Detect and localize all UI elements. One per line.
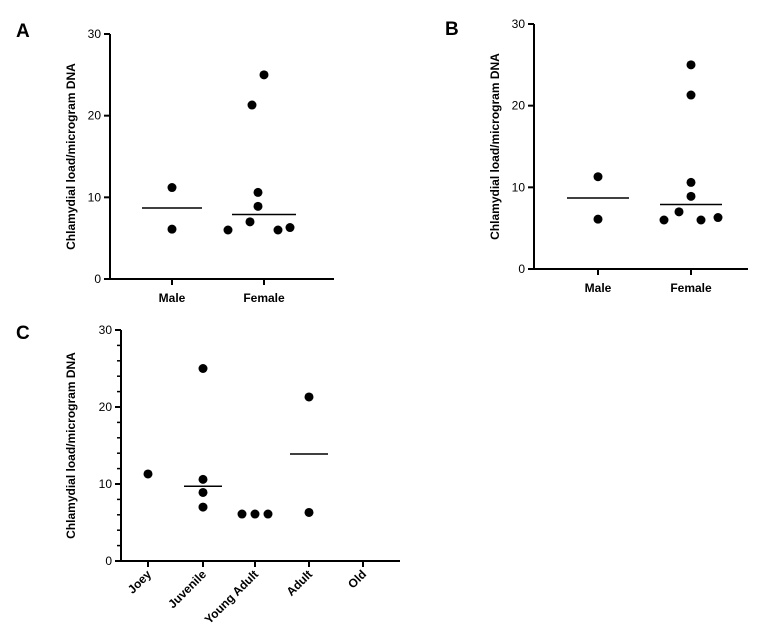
panel-letter-a: A bbox=[16, 21, 30, 42]
data-point bbox=[167, 183, 177, 193]
data-point bbox=[143, 469, 153, 479]
x-category-label: Young Adult bbox=[202, 567, 261, 626]
data-point bbox=[250, 509, 260, 519]
y-tick-label: 0 bbox=[105, 554, 112, 568]
x-category-label: Male bbox=[585, 281, 612, 295]
y-tick-label: 0 bbox=[518, 262, 525, 276]
x-category-label: Old bbox=[345, 567, 369, 591]
data-point bbox=[263, 509, 273, 519]
data-point bbox=[245, 217, 255, 227]
data-point bbox=[198, 364, 208, 373]
data-point bbox=[304, 392, 314, 402]
data-point bbox=[247, 100, 257, 110]
data-point bbox=[686, 60, 696, 70]
panel-letter-b: B bbox=[445, 19, 459, 40]
data-point bbox=[285, 223, 295, 233]
y-axis-title: Chlamydial load/microgram DNA bbox=[64, 63, 78, 250]
y-tick-label: 30 bbox=[512, 17, 526, 31]
data-point bbox=[593, 172, 603, 182]
data-point bbox=[237, 509, 247, 519]
data-point bbox=[686, 191, 696, 201]
data-point bbox=[674, 207, 684, 217]
x-category-label: Adult bbox=[284, 567, 316, 599]
y-tick-label: 0 bbox=[94, 272, 101, 286]
data-point bbox=[659, 215, 669, 225]
data-point bbox=[686, 177, 696, 187]
data-point bbox=[253, 201, 263, 211]
data-point bbox=[167, 224, 177, 234]
y-tick-label: 10 bbox=[88, 190, 102, 204]
data-point bbox=[223, 225, 233, 235]
y-axis-title: Chlamydial load/microgram DNA bbox=[64, 352, 78, 539]
data-point bbox=[198, 502, 208, 512]
data-point bbox=[696, 215, 706, 225]
y-tick-label: 30 bbox=[99, 323, 113, 337]
x-category-label: Female bbox=[670, 281, 712, 295]
data-point bbox=[259, 70, 269, 80]
y-tick-label: 30 bbox=[88, 27, 102, 41]
x-category-label: Female bbox=[243, 291, 285, 305]
data-point bbox=[198, 474, 208, 484]
y-tick-label: 10 bbox=[99, 477, 113, 491]
y-tick-label: 10 bbox=[512, 180, 526, 194]
data-point bbox=[304, 507, 314, 517]
x-category-label: Male bbox=[159, 291, 186, 305]
data-point bbox=[198, 487, 208, 497]
x-category-label: Joey bbox=[125, 567, 154, 596]
data-point bbox=[686, 90, 696, 100]
data-point bbox=[253, 187, 263, 197]
data-point bbox=[593, 214, 603, 224]
data-point bbox=[713, 213, 723, 223]
y-tick-label: 20 bbox=[512, 99, 526, 113]
x-category-label: Juvenile bbox=[165, 567, 209, 611]
y-tick-label: 20 bbox=[99, 400, 113, 414]
panel-letter-c: C bbox=[16, 323, 30, 344]
y-axis-title: Chlamydial load/microgram DNA bbox=[488, 53, 502, 240]
y-tick-label: 20 bbox=[88, 109, 102, 123]
data-point bbox=[273, 225, 283, 235]
